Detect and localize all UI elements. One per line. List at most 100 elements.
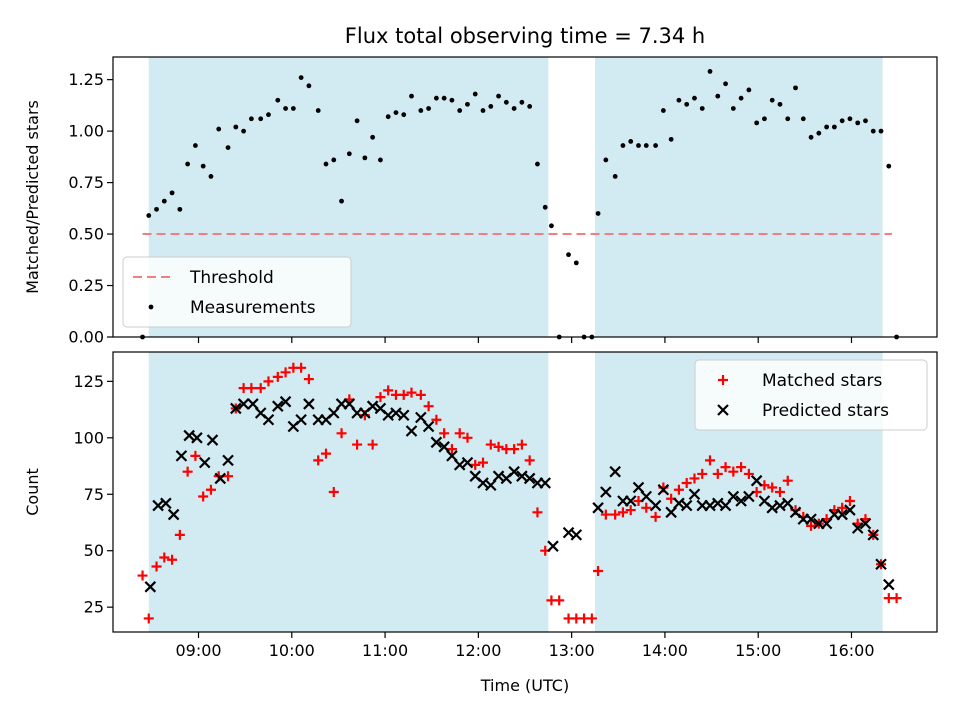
matched-star-point [844, 496, 855, 507]
measurement-point [496, 93, 501, 99]
predicted-star-point [820, 517, 833, 530]
series-measurements [140, 69, 899, 340]
measurement-point [393, 110, 399, 115]
predicted-star-point [851, 522, 864, 534]
legend: Threshold Measurements [122, 256, 352, 328]
measurement-point [225, 145, 231, 150]
measurement-point [275, 97, 281, 103]
predicted-star-point [640, 490, 653, 503]
x-tick-label: 16:00 [828, 641, 874, 660]
matched-star-point [600, 509, 611, 520]
measurement-point [800, 116, 806, 122]
measurement-point [692, 95, 697, 101]
matched-star-point [681, 477, 692, 488]
measurement-point [426, 106, 432, 111]
measurement-point [707, 69, 713, 74]
predicted-star-point [175, 450, 188, 462]
measurement-point [488, 104, 494, 109]
predicted-star-point [743, 490, 755, 503]
legend-predicted-swatch [717, 404, 729, 416]
matched-star-point [137, 570, 148, 581]
measurement-point [401, 112, 407, 118]
predicted-star-point [422, 420, 435, 433]
y-tick-label: 25 [84, 598, 104, 617]
x-tick-label: 14:00 [642, 641, 688, 660]
predicted-star-point [230, 402, 242, 415]
measurement-point [777, 101, 783, 107]
matched-star-point [712, 468, 723, 479]
observing-window-band [594, 57, 883, 337]
matched-star-point [406, 387, 417, 398]
measurement-point [762, 116, 767, 122]
predicted-star-point [492, 470, 505, 482]
predicted-star-point [805, 513, 817, 525]
matched-star-point [673, 484, 684, 495]
matched-star-point [205, 484, 216, 495]
measurement-point [200, 163, 206, 169]
matched-star-point [774, 487, 785, 497]
measurement-point [418, 108, 424, 113]
y-axis-title: Count [23, 468, 42, 516]
measurement-point [154, 206, 159, 212]
predicted-star-point [523, 472, 536, 485]
predicted-star-point [875, 558, 887, 571]
measurement-point [831, 124, 837, 130]
matched-star-point [398, 389, 409, 400]
measurement-point [785, 116, 791, 122]
axes-frame [112, 351, 938, 633]
measurement-point [603, 157, 609, 163]
y-tick-label: 0.00 [68, 328, 104, 347]
measurement-point [266, 112, 271, 118]
measurement-point [863, 118, 868, 124]
measurement-point [370, 134, 376, 140]
matched-star-point [198, 491, 209, 502]
legend-measurements-swatch [148, 304, 154, 310]
measurement-point [738, 95, 744, 101]
predicted-star-point [609, 465, 621, 478]
predicted-star-point [477, 477, 489, 489]
matched-star-point [272, 371, 283, 382]
x-tick-label: 10:00 [269, 641, 315, 660]
measurement-point [715, 93, 721, 99]
matched-star-point [439, 428, 450, 439]
predicted-star-point [327, 407, 340, 419]
predicted-star-point [632, 481, 645, 494]
legend-label: Measurements [190, 298, 316, 318]
y-tick-label: 0.75 [68, 173, 104, 192]
measurement-point [878, 128, 884, 134]
measurement-point [472, 91, 478, 97]
matched-star-point [806, 520, 817, 531]
matched-star-point [255, 383, 266, 394]
measurement-point [298, 75, 304, 80]
measurement-point [378, 157, 383, 163]
matched-star-point [296, 362, 307, 373]
predicted-star-point [727, 490, 740, 503]
matched-star-point [143, 613, 154, 624]
measurement-point [808, 134, 814, 140]
measurement-point [208, 174, 214, 179]
measurement-point [527, 104, 533, 109]
predicted-star-point [295, 413, 307, 426]
predicted-star-point [453, 459, 466, 471]
predicted-star-point [547, 540, 559, 552]
legend: Matched stars Predicted stars [694, 359, 928, 431]
predicted-star-point [673, 497, 685, 510]
measurement-point [185, 161, 191, 167]
predicted-star-point [665, 506, 677, 519]
matched-star-point [736, 462, 747, 473]
matched-star-point [263, 376, 274, 387]
measurement-point [855, 120, 861, 126]
measurement-point [465, 101, 470, 107]
legend-label: Threshold [189, 268, 274, 288]
measurement-point [636, 143, 641, 148]
matched-star-point [328, 487, 339, 497]
measurement-point [699, 106, 705, 111]
legend-label: Matched stars [762, 371, 882, 391]
x-tick-label: 12:00 [455, 641, 501, 660]
predicted-star-point [766, 502, 778, 514]
measurement-point [441, 95, 447, 101]
legend-box [694, 359, 928, 431]
y-tick-label: 100 [73, 428, 104, 447]
predicted-star-point [191, 432, 203, 444]
predicted-star-point [206, 434, 219, 446]
